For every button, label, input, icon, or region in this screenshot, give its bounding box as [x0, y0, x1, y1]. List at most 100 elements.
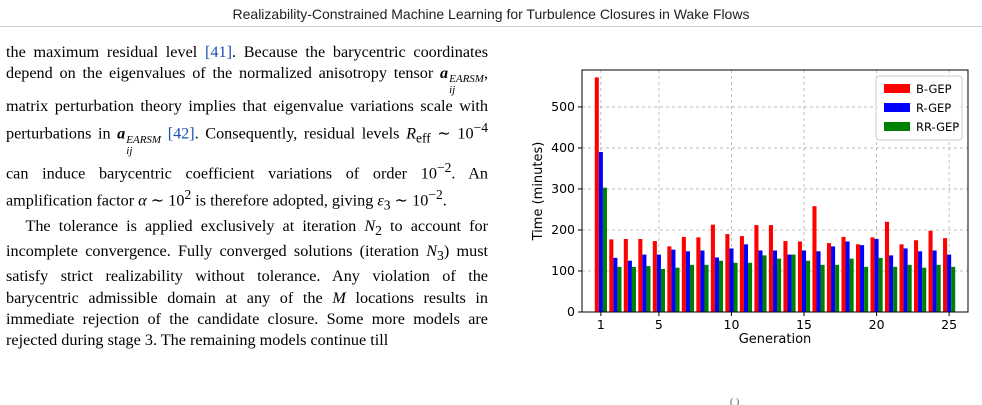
paragraph-1: the maximum residual level [41]. Because… — [6, 42, 488, 216]
math-symbol: α — [138, 191, 147, 210]
legend-swatch — [884, 122, 910, 131]
y-tick-label: 100 — [551, 263, 575, 278]
text-run: . Consequently, residual levels — [194, 124, 407, 143]
math-symbol: N — [364, 216, 376, 235]
bar-b-gep — [594, 77, 599, 312]
tensor-superscript: EARSM — [449, 73, 484, 86]
math-symbol: N — [426, 242, 438, 261]
bar-b-gep — [870, 237, 875, 312]
math-exponent: 2 — [184, 187, 192, 203]
bar-rr-gep — [646, 266, 651, 312]
paragraph-2: The tolerance is applied exclusively at … — [6, 216, 488, 351]
bar-r-gep — [831, 246, 836, 312]
bar-r-gep — [700, 250, 705, 312]
bar-b-gep — [696, 237, 701, 312]
bar-b-gep — [899, 244, 904, 312]
bar-r-gep — [671, 249, 676, 312]
legend-label: RR-GEP — [916, 120, 959, 134]
math-subscript: 3 — [383, 197, 391, 213]
bar-r-gep — [845, 241, 850, 312]
bar-rr-gep — [675, 267, 680, 312]
bar-r-gep — [801, 250, 807, 312]
bar-rr-gep — [689, 264, 695, 312]
text-run: the maximum residual level — [6, 43, 205, 61]
bar-b-gep — [652, 241, 657, 312]
text-run: The tolerance is applied exclusively at … — [25, 216, 365, 235]
bar-rr-gep — [893, 266, 898, 312]
text-run: , matrix perturbation theory implies tha… — [6, 64, 488, 143]
bar-b-gep — [609, 239, 614, 312]
bar-b-gep — [914, 240, 919, 312]
bar-rr-gep — [849, 258, 854, 312]
y-tick-label: 0 — [567, 304, 575, 319]
tensor-symbol: a — [440, 64, 449, 83]
bar-rr-gep — [820, 264, 825, 312]
bar-b-gep — [754, 225, 759, 312]
math-subscript: eff — [415, 130, 431, 146]
text-run: . — [442, 191, 447, 210]
bar-r-gep — [787, 254, 792, 312]
x-axis-label: Generation — [739, 332, 812, 347]
math-exponent: −2 — [436, 159, 452, 175]
y-tick-label: 400 — [551, 140, 575, 155]
y-tick-label: 300 — [551, 181, 575, 196]
tensor-subscript: ij — [126, 144, 133, 157]
bar-rr-gep — [704, 264, 709, 312]
bar-rr-gep — [602, 187, 607, 312]
bar-r-gep — [947, 254, 952, 312]
bar-b-gep — [667, 246, 672, 312]
bar-b-gep — [884, 221, 890, 312]
bar-r-gep — [758, 250, 763, 312]
x-tick-label: 25 — [941, 317, 957, 332]
bar-r-gep — [729, 248, 734, 312]
bar-r-gep — [874, 238, 879, 312]
citation-link[interactable]: [42] — [167, 124, 195, 143]
text-run: . An amplification factor — [6, 163, 488, 210]
bar-b-gep — [638, 238, 643, 312]
tensor-symbol: a — [117, 124, 126, 143]
math-symbol: R — [406, 124, 416, 143]
plot-frame — [581, 69, 969, 313]
text-run: to account for incomplete convergence. F… — [6, 216, 488, 261]
bar-rr-gep — [936, 264, 941, 312]
bar-r-gep — [903, 248, 908, 312]
bar-b-gep — [710, 224, 715, 312]
bar-b-gep — [768, 225, 773, 312]
bar-r-gep — [772, 250, 778, 312]
bar-b-gep — [855, 244, 861, 312]
bar-rr-gep — [922, 267, 927, 312]
bar-b-gep — [928, 230, 933, 312]
bar-rr-gep — [718, 260, 724, 312]
bar-r-gep — [656, 254, 661, 312]
bar-rr-gep — [907, 264, 912, 312]
figure-caption-fragment: ( ) — [730, 397, 740, 405]
tensor-indices: EARSM ij — [449, 74, 484, 96]
text-run: is therefore adopted, giving — [191, 191, 378, 210]
text-run: . Because the barycentric coordinates de… — [6, 43, 488, 83]
math-subscript: 3 — [437, 248, 444, 264]
bar-b-gep — [681, 236, 686, 312]
bar-r-gep — [642, 254, 647, 312]
bar-rr-gep — [791, 254, 796, 312]
math-symbol: M — [332, 288, 346, 307]
text-run: ) must satisfy strict realizability with… — [6, 242, 488, 307]
tensor-indices: EARSM ij — [126, 134, 161, 157]
y-tick-label: 200 — [551, 222, 575, 237]
bar-rr-gep — [951, 266, 956, 312]
bar-rr-gep — [777, 258, 782, 312]
bar-rr-gep — [864, 266, 869, 312]
citation-link[interactable]: [41] — [205, 43, 232, 61]
text-run: ∼ 10 — [390, 191, 429, 210]
x-tick-label: 20 — [869, 317, 885, 332]
bar-b-gep — [783, 241, 788, 312]
body-text-column: the maximum residual level [41]. Because… — [6, 42, 488, 402]
bar-r-gep — [889, 255, 894, 312]
text-run: ∼ 10 — [430, 124, 474, 143]
header-rule — [0, 26, 982, 27]
bar-b-gep — [739, 236, 744, 312]
text-run: locations results in immediate rejection… — [6, 288, 488, 349]
bar-r-gep — [613, 257, 618, 312]
math-exponent: −4 — [473, 120, 488, 136]
bar-rr-gep — [733, 262, 738, 312]
